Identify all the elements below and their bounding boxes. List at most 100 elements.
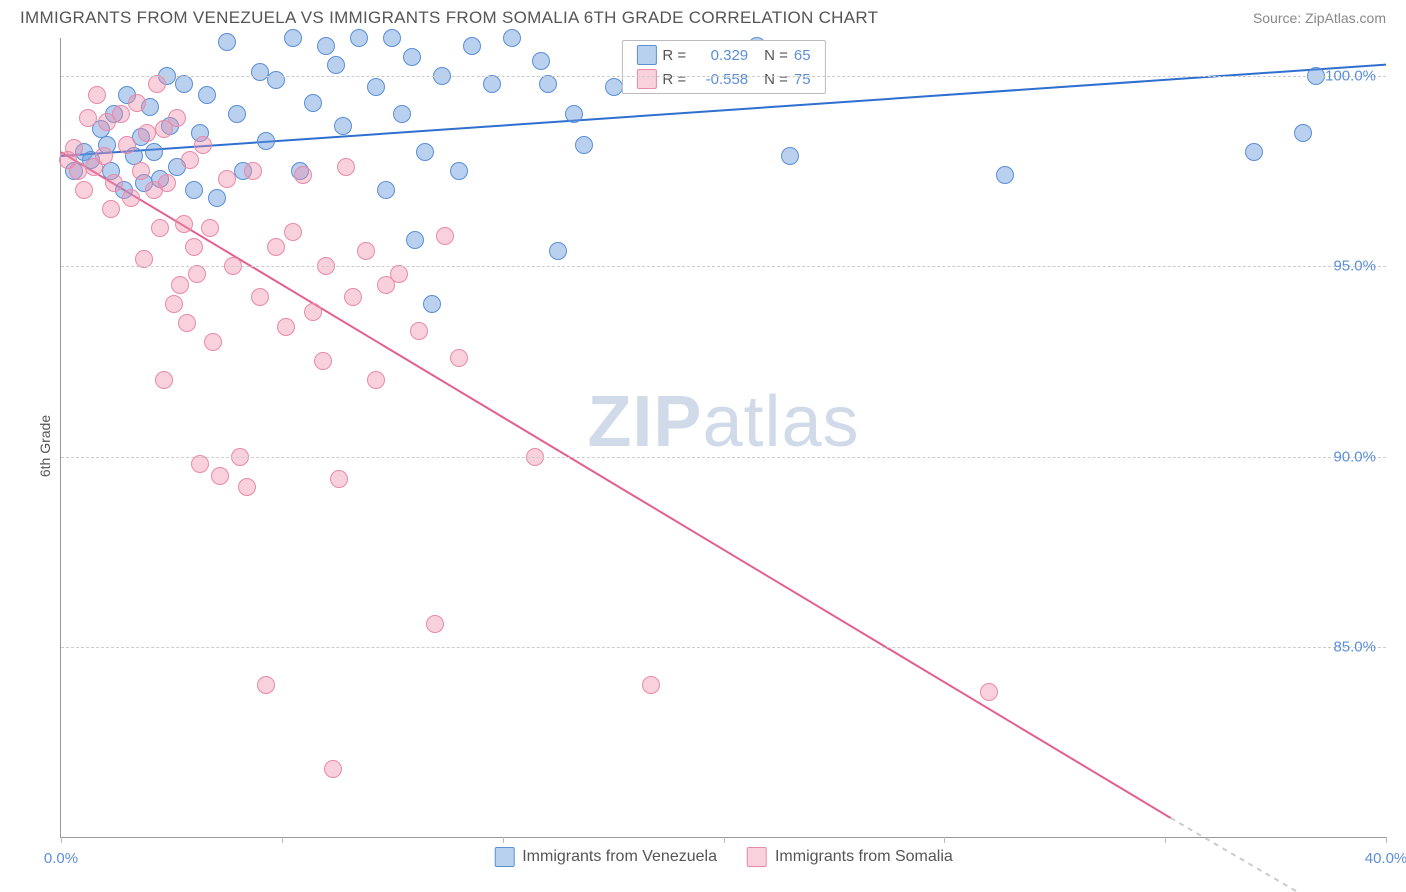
- scatter-plot: [61, 38, 1386, 837]
- data-point: [996, 166, 1014, 184]
- data-point: [257, 676, 275, 694]
- data-point: [344, 288, 362, 306]
- data-point: [95, 147, 113, 165]
- gridline-h: [61, 266, 1386, 267]
- data-point: [1294, 124, 1312, 142]
- tick-v: [1386, 837, 1387, 843]
- legend-item-venezuela: Immigrants from Venezuela: [494, 847, 717, 867]
- data-point: [218, 170, 236, 188]
- legend-series: Immigrants from Venezuela Immigrants fro…: [494, 847, 953, 867]
- data-point: [539, 75, 557, 93]
- data-point: [181, 151, 199, 169]
- data-point: [122, 189, 140, 207]
- data-point: [314, 352, 332, 370]
- data-point: [158, 174, 176, 192]
- data-point: [267, 238, 285, 256]
- data-point: [426, 615, 444, 633]
- data-point: [393, 105, 411, 123]
- data-point: [450, 349, 468, 367]
- data-point: [211, 467, 229, 485]
- data-point: [367, 78, 385, 96]
- legend-row-somalia: R = -0.558 N = 75: [622, 67, 824, 91]
- data-point: [65, 139, 83, 157]
- data-point: [191, 455, 209, 473]
- data-point: [175, 75, 193, 93]
- data-point: [423, 295, 441, 313]
- data-point: [105, 174, 123, 192]
- data-point: [201, 219, 219, 237]
- data-point: [781, 147, 799, 165]
- data-point: [138, 124, 156, 142]
- tick-v: [724, 837, 725, 843]
- data-point: [284, 29, 302, 47]
- data-point: [463, 37, 481, 55]
- data-point: [483, 75, 501, 93]
- data-point: [317, 37, 335, 55]
- n-value-somalia: 75: [794, 71, 811, 88]
- swatch-venezuela: [636, 45, 656, 65]
- data-point: [304, 94, 322, 112]
- n-label: N =: [764, 71, 788, 88]
- data-point: [69, 162, 87, 180]
- data-point: [171, 276, 189, 294]
- series-label-somalia: Immigrants from Somalia: [775, 848, 953, 866]
- tick-v: [282, 837, 283, 843]
- x-tick-label: 40.0%: [1365, 850, 1406, 867]
- data-point: [350, 29, 368, 47]
- y-tick-label: 95.0%: [1333, 258, 1376, 275]
- data-point: [284, 223, 302, 241]
- gridline-h: [61, 76, 1386, 77]
- data-point: [112, 105, 130, 123]
- data-point: [244, 162, 262, 180]
- r-label: R =: [662, 71, 686, 88]
- data-point: [79, 109, 97, 127]
- n-value-venezuela: 65: [794, 47, 811, 64]
- data-point: [135, 250, 153, 268]
- data-point: [436, 227, 454, 245]
- data-point: [403, 48, 421, 66]
- data-point: [208, 189, 226, 207]
- tick-v: [944, 837, 945, 843]
- data-point: [503, 29, 521, 47]
- data-point: [450, 162, 468, 180]
- data-point: [145, 143, 163, 161]
- data-point: [337, 158, 355, 176]
- data-point: [218, 33, 236, 51]
- data-point: [1245, 143, 1263, 161]
- chart-area: ZIPatlas R = 0.329 N = 65 R = -0.558 N =…: [60, 38, 1386, 838]
- data-point: [294, 166, 312, 184]
- data-point: [151, 219, 169, 237]
- chart-title: IMMIGRANTS FROM VENEZUELA VS IMMIGRANTS …: [20, 8, 878, 28]
- data-point: [228, 105, 246, 123]
- y-tick-label: 90.0%: [1333, 448, 1376, 465]
- data-point: [178, 314, 196, 332]
- data-point: [334, 117, 352, 135]
- data-point: [324, 760, 342, 778]
- series-label-venezuela: Immigrants from Venezuela: [522, 848, 717, 866]
- legend-row-venezuela: R = 0.329 N = 65: [622, 43, 824, 67]
- data-point: [185, 181, 203, 199]
- data-point: [238, 478, 256, 496]
- data-point: [410, 322, 428, 340]
- data-point: [575, 136, 593, 154]
- data-point: [88, 86, 106, 104]
- swatch-somalia: [636, 69, 656, 89]
- data-point: [549, 242, 567, 260]
- data-point: [304, 303, 322, 321]
- data-point: [406, 231, 424, 249]
- data-point: [175, 215, 193, 233]
- data-point: [188, 265, 206, 283]
- source-label: Source: ZipAtlas.com: [1253, 10, 1386, 26]
- gridline-h: [61, 647, 1386, 648]
- data-point: [185, 238, 203, 256]
- data-point: [198, 86, 216, 104]
- data-point: [257, 132, 275, 150]
- data-point: [377, 181, 395, 199]
- legend-item-somalia: Immigrants from Somalia: [747, 847, 953, 867]
- data-point: [277, 318, 295, 336]
- y-tick-label: 100.0%: [1325, 68, 1376, 85]
- data-point: [416, 143, 434, 161]
- data-point: [118, 136, 136, 154]
- data-point: [132, 162, 150, 180]
- data-point: [330, 470, 348, 488]
